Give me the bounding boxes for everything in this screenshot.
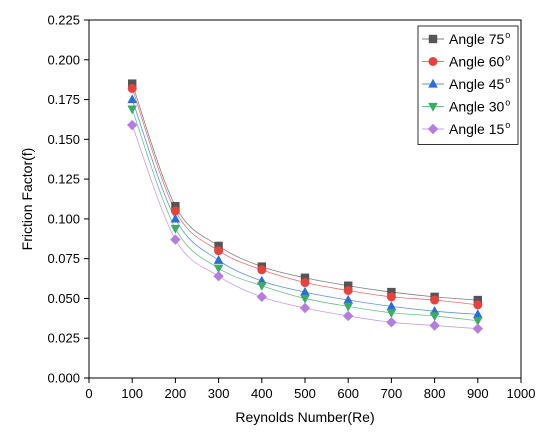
legend-label: Angle 60	[449, 54, 504, 70]
data-point-series-4	[429, 312, 440, 322]
data-point-series-2	[214, 246, 224, 256]
data-point-series-1	[171, 201, 180, 211]
data-point-series-3	[127, 94, 137, 104]
y-tick-label: 0.000	[47, 371, 80, 386]
data-point-series-1	[473, 295, 482, 305]
data-point-series-1	[387, 287, 396, 297]
legend-marker	[427, 123, 439, 135]
data-point-series-2	[170, 206, 180, 216]
y-axis-title: Friction Factor(f)	[19, 148, 35, 251]
legend-label: Angle 15	[449, 121, 504, 137]
x-tick-label: 700	[381, 386, 403, 401]
data-point-series-2	[386, 292, 396, 302]
data-point-series-5	[429, 320, 440, 331]
y-tick-label: 0.125	[47, 172, 80, 187]
data-point-series-2	[343, 285, 353, 295]
x-tick-label: 500	[294, 386, 316, 401]
x-axis-title: Reynolds Number(Re)	[235, 409, 374, 425]
x-tick-label: 600	[337, 386, 359, 401]
data-point-series-2	[127, 83, 137, 93]
legend-degree-superscript: o	[505, 75, 510, 85]
y-tick-label: 0.175	[47, 92, 80, 107]
x-tick-label: 400	[251, 386, 273, 401]
y-tick-label: 0.150	[47, 132, 80, 147]
x-tick-label: 800	[424, 386, 446, 401]
data-point-series-1	[128, 79, 137, 88]
x-tick-label: 900	[467, 386, 489, 401]
y-tick-label: 0.225	[47, 13, 80, 28]
data-point-series-3	[343, 294, 353, 304]
y-tick-label: 0.200	[47, 52, 80, 67]
legend-marker	[428, 34, 438, 44]
data-point-series-3	[170, 213, 181, 223]
legend-degree-superscript: o	[505, 120, 510, 130]
data-point-series-5	[299, 302, 311, 314]
data-point-series-5	[472, 323, 483, 334]
data-point-series-2	[257, 265, 267, 275]
data-point-series-4	[473, 317, 483, 326]
data-point-series-3	[213, 255, 224, 264]
legend-label: Angle 75	[449, 31, 504, 47]
data-point-series-3	[386, 301, 397, 310]
x-tick-label: 1000	[507, 386, 536, 401]
x-tick-label: 100	[121, 386, 143, 401]
legend-degree-superscript: o	[505, 53, 510, 63]
legend-label: Angle 30	[449, 99, 504, 115]
legend-marker	[428, 57, 438, 66]
data-point-series-4	[343, 302, 353, 312]
data-point-series-4	[257, 282, 267, 291]
data-point-series-4	[386, 309, 397, 318]
data-point-series-3	[300, 286, 310, 296]
data-point-series-5	[343, 310, 354, 322]
data-point-series-5	[127, 119, 138, 131]
x-tick-label: 200	[165, 386, 187, 401]
data-point-series-4	[213, 264, 224, 274]
data-points	[127, 79, 483, 334]
legend-marker	[428, 78, 438, 88]
y-axis: 0.000 0.025 0.050 0.075 0.100 0.125 0.150 0.175…	[47, 13, 89, 386]
y-tick-label: 0.100	[47, 211, 80, 226]
legend-degree-superscript: o	[505, 98, 510, 108]
legend-label: Angle 45	[449, 76, 504, 92]
x-axis: 0 100 200 300 400 500 600 700 800 900 1000	[85, 378, 535, 401]
data-point-series-5	[170, 234, 181, 245]
legend-marker	[428, 102, 438, 112]
data-point-series-3	[473, 309, 483, 318]
y-tick-label: 0.050	[47, 291, 80, 306]
data-point-series-4	[300, 294, 310, 304]
data-point-series-2	[473, 300, 483, 310]
legend-degree-superscript: o	[505, 30, 510, 40]
data-point-series-5	[256, 291, 267, 303]
x-tick-label: 300	[208, 386, 230, 401]
x-tick-label: 0	[85, 386, 92, 401]
data-point-series-1	[344, 281, 353, 290]
data-point-series-5	[386, 317, 397, 328]
data-point-series-1	[214, 241, 223, 251]
data-point-series-4	[127, 105, 137, 115]
y-tick-label: 0.075	[47, 251, 80, 266]
data-point-series-2	[300, 278, 310, 288]
data-point-series-5	[213, 270, 224, 282]
y-tick-label: 0.025	[47, 331, 80, 346]
data-point-series-1	[300, 273, 310, 282]
data-point-series-2	[430, 295, 440, 305]
data-point-series-4	[170, 224, 181, 234]
